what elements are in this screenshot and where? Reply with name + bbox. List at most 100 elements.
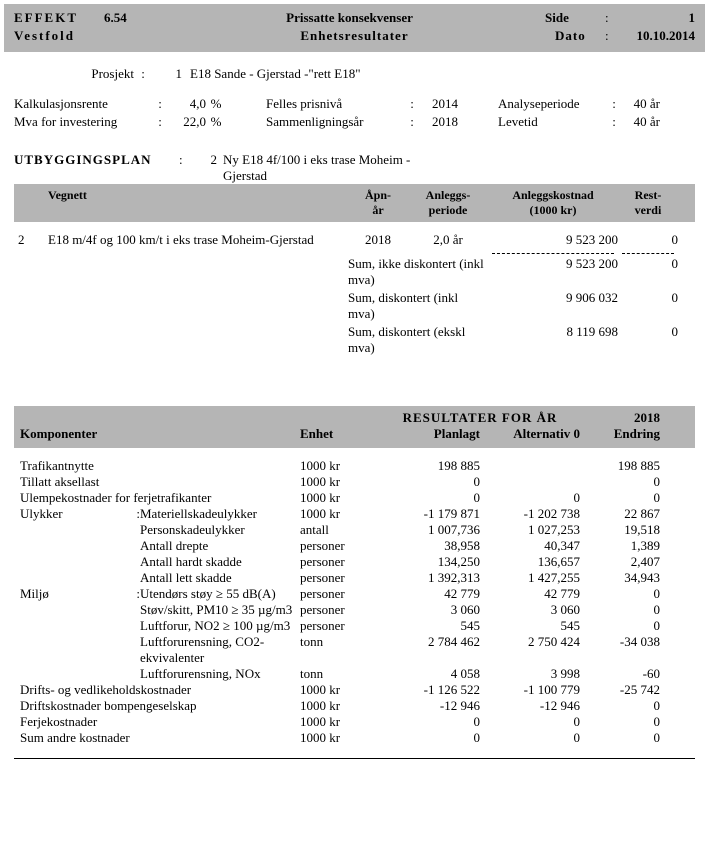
- komponent-enhet: personer: [300, 554, 380, 570]
- komponent-alt0: -1 202 738: [480, 506, 580, 522]
- komponent-planlagt: 2 784 462: [380, 634, 480, 666]
- komponent-row: Driftskostnader bompengeselskap1000 kr-1…: [20, 698, 689, 714]
- col-vegnett: Vegnett: [48, 188, 348, 218]
- levetid-value: 40 år: [620, 114, 660, 130]
- komponent-alt0: 0: [480, 490, 580, 506]
- komponent-category: [20, 570, 140, 586]
- komponent-endring: 198 885: [580, 458, 660, 474]
- header-bar: EFFEKT 6.54 Prissatte konsekvenser Side …: [4, 4, 705, 52]
- komponent-category: Driftskostnader bompengeselskap: [20, 698, 300, 714]
- komponent-alt0: 0: [480, 730, 580, 746]
- komponent-endring: 34,943: [580, 570, 660, 586]
- komponent-alt0: 3 998: [480, 666, 580, 682]
- col-restverdi: Rest-verdi: [618, 188, 678, 218]
- komponent-endring: 0: [580, 730, 660, 746]
- row-periode: 2,0 år: [408, 232, 488, 248]
- komponent-category: [20, 538, 140, 554]
- komponent-planlagt: 38,958: [380, 538, 480, 554]
- komponent-endring: 0: [580, 586, 660, 602]
- analyse-label: Analyseperiode: [498, 96, 608, 112]
- komponent-row: Personskadeulykkerantall1 007,7361 027,2…: [20, 522, 689, 538]
- komponent-enhet: 1000 kr: [300, 490, 380, 506]
- komponent-planlagt: 1 392,313: [380, 570, 480, 586]
- col-alt0: Alternativ 0: [480, 426, 580, 442]
- komponent-enhet: antall: [300, 522, 380, 538]
- komponent-planlagt: -12 946: [380, 698, 480, 714]
- komponent-endring: -34 038: [580, 634, 660, 666]
- params-grid: Kalkulasjonsrente : 4,0 % Felles prisniv…: [14, 96, 695, 130]
- vegnett-table: Vegnett Åpn-år Anleggs-periode Anleggsko…: [14, 184, 695, 356]
- mva-label: Mva for investering: [14, 114, 154, 130]
- vegnett-row: 2 E18 m/4f og 100 km/t i eks trase Mohei…: [14, 222, 695, 253]
- komponent-endring: 19,518: [580, 522, 660, 538]
- project-colon: :: [134, 66, 152, 82]
- col-planlagt: Planlagt: [380, 426, 480, 442]
- komponent-endring: 0: [580, 490, 660, 506]
- komponent-category: [20, 618, 140, 634]
- komponent-enhet: personer: [300, 602, 380, 618]
- sum-grid: Sum, ikke diskontert (inkl mva) 9 523 20…: [14, 254, 695, 356]
- prisniv-label: Felles prisnivå: [266, 96, 406, 112]
- komponent-sub: Utendørs støy ≥ 55 dB(A): [140, 586, 300, 602]
- komponent-category: Sum andre kostnader: [20, 730, 140, 746]
- komponent-row: Støv/skitt, PM10 ≥ 35 µg/m3personer 3 060…: [20, 602, 689, 618]
- komponent-alt0: 1 027,253: [480, 522, 580, 538]
- title-sub: Enhetsresultater: [154, 28, 555, 44]
- komponent-enhet: 1000 kr: [300, 506, 380, 522]
- komponent-planlagt: 134,250: [380, 554, 480, 570]
- komponent-category: Tillatt aksellast: [20, 474, 140, 490]
- komponent-category: Ulempekostnader for ferjetrafikanter: [20, 490, 300, 506]
- komponent-enhet: tonn: [300, 666, 380, 682]
- komponent-sub: Personskadeulykker: [140, 522, 300, 538]
- komponent-sub: Luftforur, NO2 ≥ 100 µg/m3: [140, 618, 300, 634]
- komponent-endring: 0: [580, 714, 660, 730]
- komponent-row: Trafikantnytte1000 kr198 885198 885: [20, 458, 689, 474]
- komponent-sub: Materiellskadeulykker: [140, 506, 300, 522]
- komponent-alt0: 2 750 424: [480, 634, 580, 666]
- komponent-endring: 2,407: [580, 554, 660, 570]
- komponent-endring: 0: [580, 618, 660, 634]
- komponent-planlagt: 42 779: [380, 586, 480, 602]
- komponent-planlagt: 0: [380, 490, 480, 506]
- row-num: 2: [18, 232, 48, 248]
- komponent-row: Luftforurensning, NOxtonn4 0583 998-60: [20, 666, 689, 682]
- komponenter-divider: [14, 758, 695, 759]
- vegnett-header: Vegnett Åpn-år Anleggs-periode Anleggsko…: [14, 184, 695, 222]
- komponent-enhet: 1000 kr: [300, 698, 380, 714]
- komponent-category: [20, 602, 140, 618]
- komponent-planlagt: 545: [380, 618, 480, 634]
- komponent-alt0: 3 060: [480, 602, 580, 618]
- project-name: E18 Sande - Gjerstad -"rett E18": [190, 66, 695, 82]
- komponent-enhet: 1000 kr: [300, 474, 380, 490]
- komponent-planlagt: -1 179 871: [380, 506, 480, 522]
- komponent-row: Drifts- og vedlikeholdskostnader1000 kr-…: [20, 682, 689, 698]
- komponent-alt0: 0: [480, 714, 580, 730]
- side-colon: :: [605, 10, 615, 26]
- sum3-label: Sum, diskontert (ekskl mva): [348, 324, 488, 356]
- row-apn: 2018: [348, 232, 408, 248]
- app-name: EFFEKT: [14, 10, 104, 26]
- komponent-category: Trafikantnytte: [20, 458, 140, 474]
- komponent-row: Ulykker:Materiellskadeulykker1000 kr-1 1…: [20, 506, 689, 522]
- komponenter-header: RESULTATER FOR ÅR 2018 Komponenter Enhet…: [14, 406, 695, 448]
- side-label: Side: [545, 10, 605, 26]
- plan-title: UTBYGGINGSPLAN: [14, 152, 179, 184]
- komponent-endring: 0: [580, 602, 660, 618]
- komponent-planlagt: 0: [380, 474, 480, 490]
- plan-header: UTBYGGINGSPLAN : 2 Ny E18 4f/100 i eks t…: [4, 130, 705, 184]
- komponent-enhet: personer: [300, 570, 380, 586]
- komponent-row: Luftforur, NO2 ≥ 100 µg/m3personer545545…: [20, 618, 689, 634]
- project-label: Prosjekt: [14, 66, 134, 82]
- date-label: Dato: [555, 28, 605, 44]
- komponent-row: Antall dreptepersoner38,95840,3471,389: [20, 538, 689, 554]
- komponent-planlagt: 4 058: [380, 666, 480, 682]
- sammen-value: 2018: [418, 114, 458, 130]
- komponent-sub: Støv/skitt, PM10 ≥ 35 µg/m3: [140, 602, 300, 618]
- komponent-category: [20, 522, 140, 538]
- title-main: Prissatte konsekvenser: [154, 10, 545, 26]
- komponent-category: Ferjekostnader: [20, 714, 140, 730]
- col-anleggsperiode: Anleggs-periode: [408, 188, 488, 218]
- komponent-sub: Luftforurensning, NOx: [140, 666, 300, 682]
- komponent-planlagt: 198 885: [380, 458, 480, 474]
- col-endring: Endring: [580, 426, 660, 442]
